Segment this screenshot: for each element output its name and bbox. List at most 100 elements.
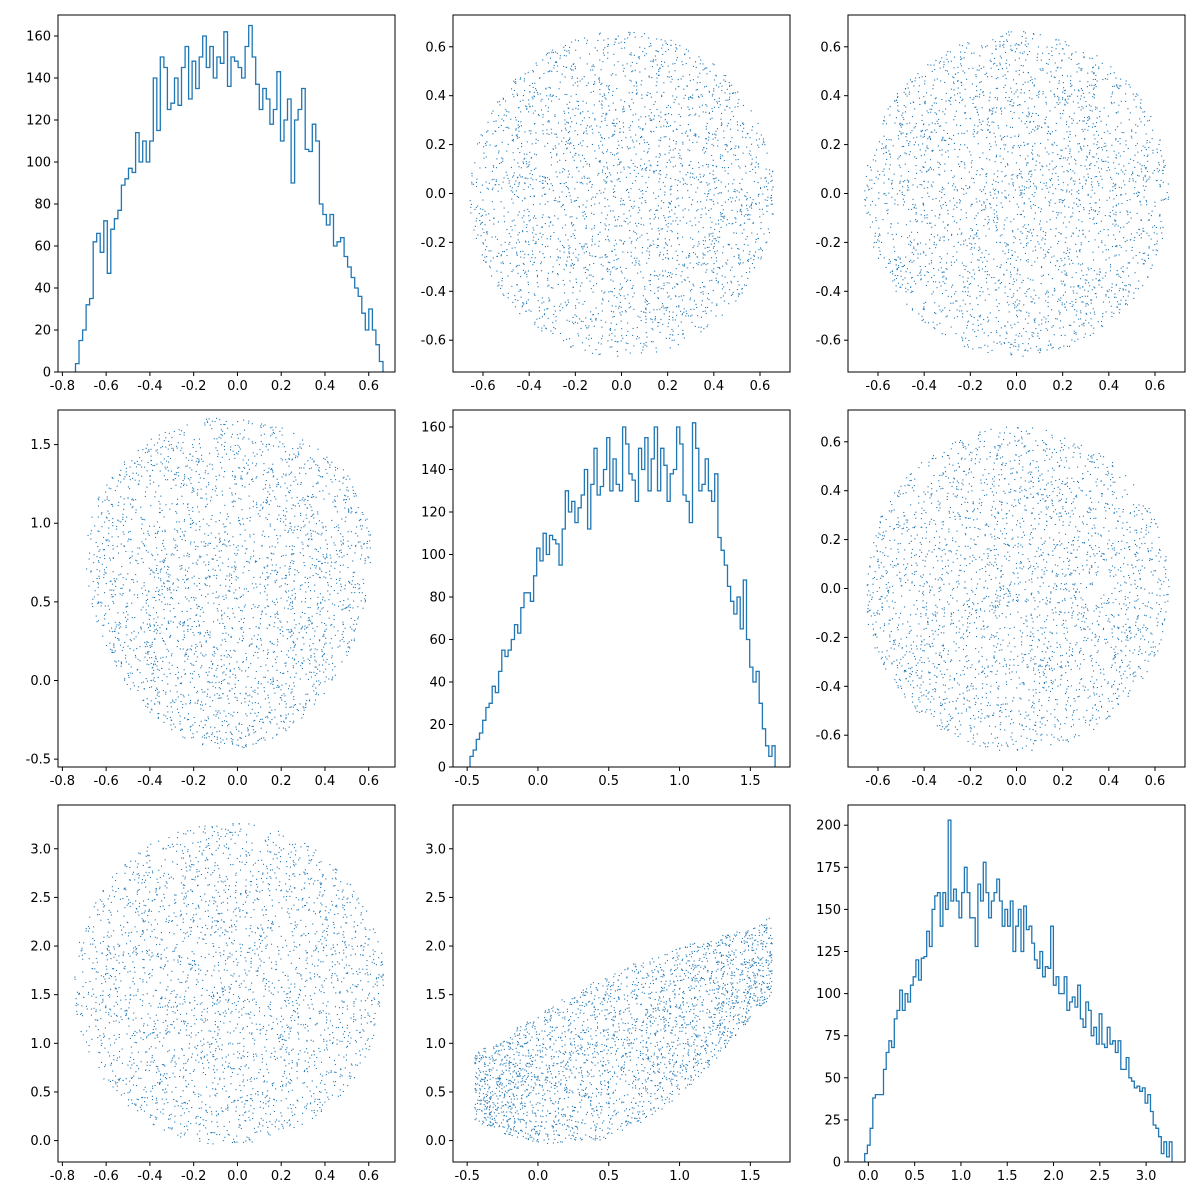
scatter-point — [1041, 165, 1043, 167]
scatter-point — [734, 217, 736, 219]
scatter-point — [511, 187, 513, 189]
scatter-point — [640, 116, 642, 118]
scatter-point — [642, 277, 644, 279]
scatter-point — [711, 117, 713, 119]
scatter-point — [1091, 181, 1093, 183]
scatter-point — [902, 117, 904, 119]
scatter-point — [657, 51, 659, 53]
scatter-point — [689, 80, 691, 82]
scatter-point — [668, 258, 670, 260]
scatter-point — [746, 204, 748, 206]
scatter-point — [623, 204, 625, 206]
scatter-point — [678, 296, 680, 298]
scatter-point — [577, 81, 579, 83]
scatter-point — [512, 140, 514, 142]
scatter-point — [747, 244, 749, 246]
scatter-point — [924, 130, 926, 132]
scatter-point — [1114, 293, 1116, 295]
scatter-point — [610, 290, 612, 292]
scatter-point — [716, 260, 718, 262]
scatter-point — [486, 131, 488, 133]
scatter-point — [760, 258, 762, 260]
scatter-point — [658, 74, 660, 76]
scatter-point — [501, 157, 503, 159]
scatter-point — [1051, 46, 1053, 48]
scatter-point — [692, 79, 694, 81]
scatter-point — [1026, 243, 1028, 245]
scatter-point — [911, 261, 913, 263]
scatter-point — [517, 214, 519, 216]
scatter-point — [1076, 256, 1078, 258]
scatter-point — [593, 66, 595, 68]
scatter-point — [889, 114, 891, 116]
scatter-point — [528, 111, 530, 113]
scatter-point — [714, 181, 716, 183]
scatter-point — [755, 203, 757, 205]
scatter-point — [1130, 217, 1132, 219]
scatter-point — [1000, 108, 1002, 110]
scatter-point — [702, 310, 704, 312]
scatter-point — [476, 178, 478, 180]
scatter-point — [1027, 162, 1029, 164]
scatter-point — [750, 110, 752, 112]
scatter-point — [1051, 50, 1053, 52]
scatter-point — [649, 311, 651, 313]
scatter-point — [586, 246, 588, 248]
scatter-point — [738, 191, 740, 193]
scatter-point — [660, 137, 662, 139]
scatter-point — [528, 292, 530, 294]
scatter-point — [491, 170, 493, 172]
scatter-point — [909, 151, 911, 153]
scatter-point — [1039, 162, 1041, 164]
scatter-point — [545, 54, 547, 56]
scatter-point — [627, 322, 629, 324]
scatter-point — [657, 325, 659, 327]
scatter-point — [759, 208, 761, 210]
scatter-point — [709, 118, 711, 120]
scatter-point — [1050, 246, 1052, 248]
scatter-point — [1107, 161, 1109, 163]
scatter-point — [516, 137, 518, 139]
scatter-point — [1070, 286, 1072, 288]
scatter-point — [767, 228, 769, 230]
scatter-point — [551, 185, 553, 187]
scatter-point — [749, 271, 751, 273]
scatter-point — [755, 161, 757, 163]
scatter-point — [664, 40, 666, 42]
scatter-point — [988, 110, 990, 112]
scatter-point — [502, 251, 504, 253]
scatter-point — [614, 130, 616, 132]
scatter-point — [637, 172, 639, 174]
scatter-point — [657, 227, 659, 229]
scatter-point — [959, 310, 961, 312]
scatter-point — [705, 163, 707, 165]
scatter-point — [939, 309, 941, 311]
scatter-point — [616, 259, 618, 261]
scatter-point — [940, 80, 942, 82]
scatter-point — [582, 166, 584, 168]
scatter-point — [512, 152, 514, 154]
scatter-point — [1048, 191, 1050, 193]
scatter-point — [1088, 92, 1090, 94]
scatter-point — [594, 203, 596, 205]
scatter-point — [959, 44, 961, 46]
scatter-point — [620, 198, 622, 200]
scatter-point — [659, 331, 661, 333]
scatter-point — [705, 312, 707, 314]
scatter-point — [599, 231, 601, 233]
scatter-point — [1092, 332, 1094, 334]
scatter-point — [643, 150, 645, 152]
scatter-point — [489, 219, 491, 221]
scatter-point — [715, 74, 717, 76]
scatter-point — [1082, 185, 1084, 187]
scatter-point — [1088, 116, 1090, 118]
scatter-point — [1132, 172, 1134, 174]
scatter-point — [713, 271, 715, 273]
scatter-point — [1064, 103, 1066, 105]
scatter-point — [536, 274, 538, 276]
scatter-point — [507, 292, 509, 294]
scatter-point — [598, 160, 600, 162]
scatter-point — [751, 207, 753, 209]
scatter-point — [966, 245, 968, 247]
scatter-point — [563, 284, 565, 286]
